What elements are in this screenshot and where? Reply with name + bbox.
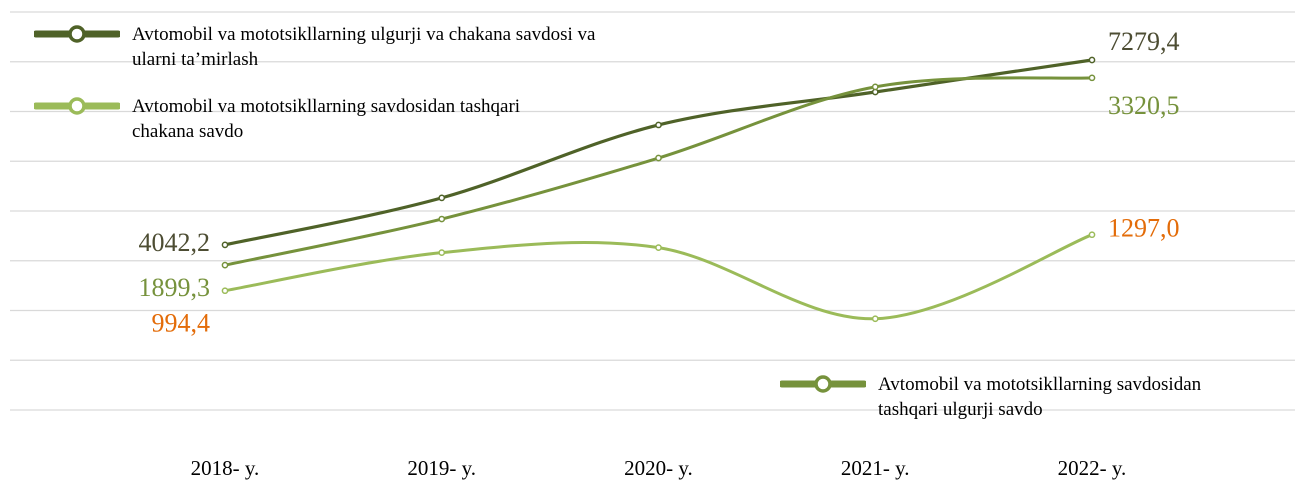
x-tick-label: 2021- y. [841, 456, 910, 480]
data-label: 3320,5 [1108, 91, 1180, 120]
data-point [655, 121, 662, 129]
data-point [438, 194, 446, 202]
legend-marker [68, 25, 86, 43]
legend-marker [68, 97, 86, 115]
legend-marker [814, 375, 832, 393]
legend-swatch [34, 97, 120, 115]
legend-swatch [34, 25, 120, 43]
data-point [1088, 56, 1096, 64]
data-point [655, 244, 662, 252]
data-point [221, 287, 229, 295]
legend-label: Avtomobil va mototsikllarning ulgurji va… [132, 24, 596, 70]
legend-item: Avtomobil va mototsikllarning savdosidan… [34, 94, 554, 144]
data-label: 7279,4 [1108, 27, 1180, 56]
data-point [871, 83, 879, 91]
data-label: 994,4 [152, 309, 211, 338]
data-point [221, 241, 229, 249]
data-point [871, 315, 879, 323]
legend-label: Avtomobil va mototsikllarning savdosidan… [132, 96, 521, 142]
x-tick-label: 2022- y. [1058, 456, 1127, 480]
data-label: 1899,3 [139, 273, 211, 302]
data-point [1088, 231, 1096, 239]
legend-item: Avtomobil va mototsikllarning ulgurji va… [34, 22, 604, 72]
legend-swatch [780, 375, 866, 393]
x-tick-label: 2019- y. [407, 456, 476, 480]
data-label: 4042,2 [139, 228, 211, 257]
x-tick-label: 2020- y. [624, 456, 693, 480]
data-point [438, 215, 446, 223]
data-point [438, 249, 446, 257]
data-point [1088, 74, 1096, 82]
legend-label: Avtomobil va mototsikllarning savdosidan… [878, 374, 1202, 420]
data-point [221, 261, 229, 269]
data-label: 1297,0 [1108, 214, 1180, 243]
legend-item: Avtomobil va mototsikllarning savdosidan… [780, 372, 1250, 422]
x-tick-label: 2018- y. [191, 456, 260, 480]
series-line [224, 58, 1093, 247]
data-point [655, 154, 662, 162]
